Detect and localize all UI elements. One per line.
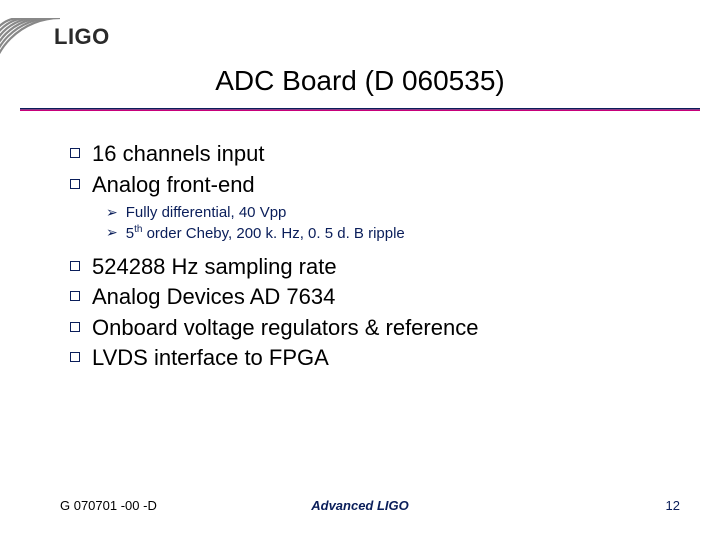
bullet-item: Analog Devices AD 7634: [70, 283, 650, 312]
bullet-item: Analog front-end: [70, 171, 650, 200]
bullet-item: LVDS interface to FPGA: [70, 344, 650, 373]
arrow-bullet-icon: ➢: [106, 204, 118, 221]
bullet-item: 524288 Hz sampling rate: [70, 253, 650, 282]
footer-page-number: 12: [666, 498, 680, 513]
sub-bullet-item: ➢ Fully differential, 40 Vpp: [106, 203, 650, 223]
bullet-item: Onboard voltage regulators & reference: [70, 314, 650, 343]
sub-bullet-text: Fully differential, 40 Vpp: [126, 203, 287, 223]
title-underline: [20, 108, 700, 111]
footer: G 070701 -00 -D Advanced LIGO 12: [0, 498, 720, 518]
square-bullet-icon: [70, 261, 80, 271]
sub-bullet-text: 5th order Cheby, 200 k. Hz, 0. 5 d. B ri…: [126, 223, 405, 244]
footer-project: Advanced LIGO: [0, 498, 720, 513]
arrow-bullet-icon: ➢: [106, 224, 118, 241]
bullet-item: 16 channels input: [70, 140, 650, 169]
sub-bullet-item: ➢ 5th order Cheby, 200 k. Hz, 0. 5 d. B r…: [106, 223, 650, 244]
sub-bullet-list: ➢ Fully differential, 40 Vpp ➢ 5th order Ch…: [106, 203, 650, 245]
square-bullet-icon: [70, 179, 80, 189]
bullet-text: 16 channels input: [92, 140, 264, 169]
square-bullet-icon: [70, 291, 80, 301]
slide-title: ADC Board (D 060535): [0, 65, 720, 97]
bullet-text: Onboard voltage regulators & reference: [92, 314, 478, 343]
logo-text: LIGO: [54, 24, 110, 50]
square-bullet-icon: [70, 148, 80, 158]
logo: LIGO: [10, 10, 150, 65]
square-bullet-icon: [70, 352, 80, 362]
bullet-text: Analog front-end: [92, 171, 255, 200]
bullet-text: LVDS interface to FPGA: [92, 344, 329, 373]
square-bullet-icon: [70, 322, 80, 332]
bullet-text: Analog Devices AD 7634: [92, 283, 335, 312]
content-area: 16 channels inputAnalog front-end ➢ Fully …: [70, 140, 650, 375]
bullet-text: 524288 Hz sampling rate: [92, 253, 337, 282]
